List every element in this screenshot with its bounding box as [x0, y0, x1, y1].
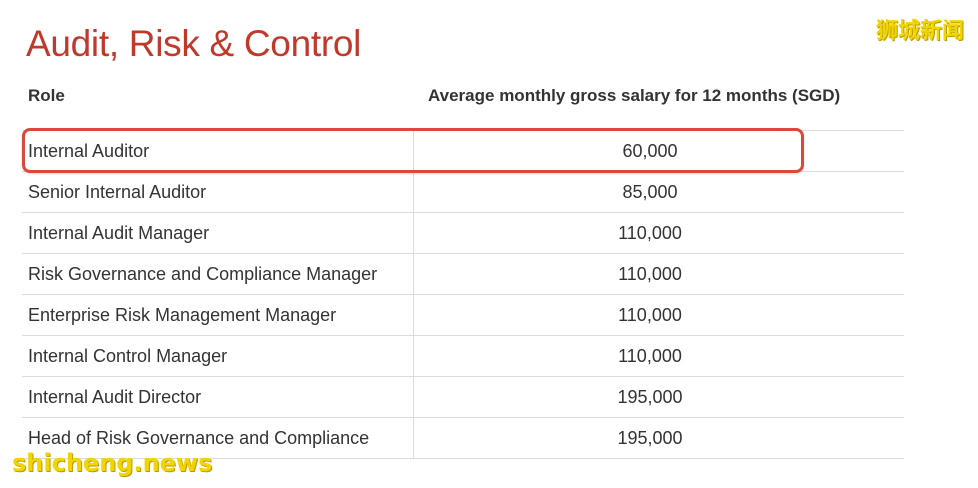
salary-table: Internal Auditor 60,000 Senior Internal …: [22, 130, 904, 459]
role-cell: Senior Internal Auditor: [22, 172, 414, 212]
table-row: Internal Control Manager 110,000: [22, 336, 904, 377]
salary-cell: 85,000: [622, 181, 678, 202]
table-row: Internal Audit Manager 110,000: [22, 213, 904, 254]
watermark-logo-cn: 狮城新闻: [875, 19, 964, 44]
salary-cell: 110,000: [618, 345, 682, 366]
salary-cell: 110,000: [618, 222, 682, 243]
role-cell: Internal Control Manager: [22, 336, 414, 376]
table-row: Senior Internal Auditor 85,000: [22, 172, 904, 213]
table-row: Head of Risk Governance and Compliance 1…: [22, 418, 904, 459]
role-cell: Enterprise Risk Management Manager: [22, 295, 414, 335]
table-row: Risk Governance and Compliance Manager 1…: [22, 254, 904, 295]
table-row: Internal Audit Director 195,000: [22, 377, 904, 418]
highlight-box: [22, 128, 804, 173]
column-header-salary: Average monthly gross salary for 12 mont…: [428, 86, 841, 105]
watermark-logo-en: shicheng.news: [12, 449, 213, 477]
role-cell: Risk Governance and Compliance Manager: [22, 254, 414, 294]
salary-cell: 110,000: [618, 263, 682, 284]
salary-cell: 110,000: [618, 304, 682, 325]
column-header-role: Role: [28, 86, 65, 105]
salary-cell: 195,000: [617, 427, 683, 448]
role-cell: Internal Audit Manager: [22, 213, 414, 253]
role-cell: Internal Auditor: [22, 131, 414, 171]
salary-cell: 195,000: [617, 386, 683, 407]
salary-cell: 60,000: [622, 140, 678, 161]
role-cell: Head of Risk Governance and Compliance: [22, 418, 414, 458]
role-cell: Internal Audit Director: [22, 377, 414, 417]
table-row: Enterprise Risk Management Manager 110,0…: [22, 295, 904, 336]
page-title: Audit, Risk & Control: [26, 23, 362, 64]
